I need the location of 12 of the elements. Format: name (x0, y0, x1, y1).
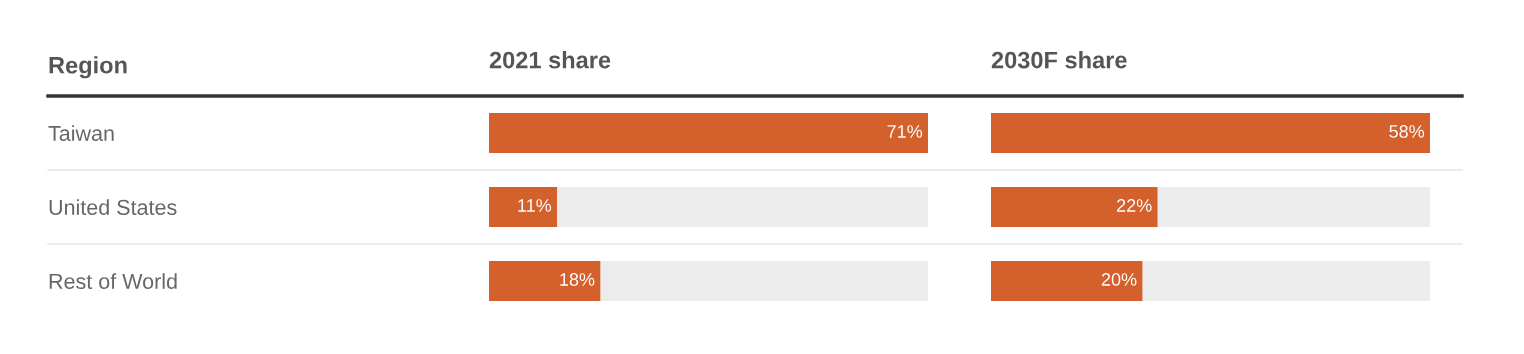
data-label: 58% (1389, 125, 1425, 138)
data-label: 22% (1117, 199, 1152, 212)
chart-title: 2030F share (991, 51, 1127, 69)
data-label: 20% (1101, 273, 1137, 286)
y-tick-label: United States (49, 199, 177, 216)
y-tick-label: Taiwan (48, 125, 114, 142)
data-label: 11% (518, 199, 552, 212)
y-axis-title: Region (49, 56, 127, 79)
data-label: 18% (560, 273, 595, 286)
chart-title: 2021 share (489, 51, 611, 69)
y-tick-label: Rest of World (49, 273, 177, 290)
data-label: 71% (887, 125, 923, 138)
